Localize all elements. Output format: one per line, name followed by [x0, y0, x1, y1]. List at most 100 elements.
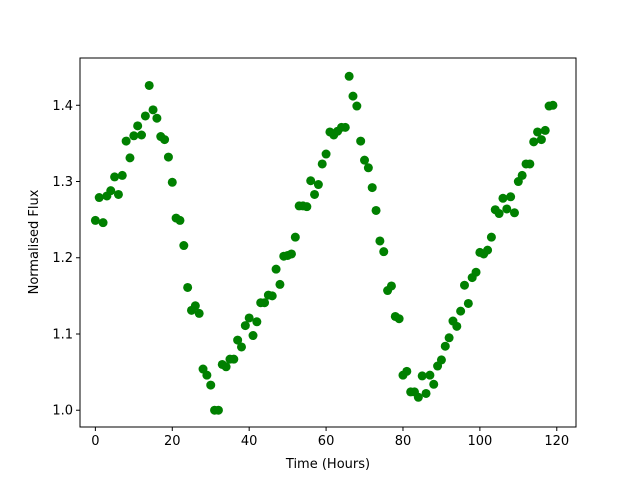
data-point [321, 149, 331, 159]
x-tick-label: 60 [318, 434, 335, 449]
data-point [429, 379, 439, 389]
data-point [529, 137, 539, 147]
data-point [444, 333, 454, 343]
x-tick-label: 120 [544, 434, 569, 449]
data-point [190, 301, 200, 311]
data-point [394, 314, 404, 324]
data-point [125, 153, 135, 163]
data-point [179, 241, 189, 251]
data-point [202, 370, 212, 380]
data-point [236, 342, 246, 352]
y-axis-ticks: 1.0 1.1 1.2 1.3 1.4 [52, 99, 80, 419]
data-point [206, 380, 216, 390]
x-axis-label: Time (Hours) [285, 457, 370, 472]
data-point [486, 232, 496, 242]
data-point [483, 245, 493, 255]
data-point [310, 189, 320, 199]
data-point [194, 308, 204, 318]
data-point [494, 209, 504, 219]
data-point [313, 180, 323, 190]
data-point [506, 192, 516, 202]
data-point [456, 306, 466, 316]
data-point [413, 392, 423, 402]
data-point [229, 354, 239, 364]
data-point [240, 321, 250, 331]
y-tick-label: 1.2 [52, 251, 73, 266]
data-point [502, 204, 512, 214]
data-point [248, 331, 258, 341]
data-point [452, 321, 462, 331]
data-point [152, 113, 162, 123]
data-point [271, 264, 281, 274]
data-point [317, 159, 327, 169]
data-point [352, 101, 362, 111]
data-point [98, 218, 108, 228]
data-point [371, 205, 381, 215]
data-point [340, 122, 350, 132]
plot-frame [79, 57, 577, 428]
x-tick-label: 80 [395, 434, 412, 449]
data-point [463, 298, 473, 308]
data-point [121, 136, 131, 146]
data-point [386, 281, 396, 291]
data-point [175, 215, 185, 225]
data-point [367, 183, 377, 193]
data-point [460, 280, 469, 290]
data-point [140, 111, 150, 121]
x-tick-label: 0 [91, 434, 99, 449]
data-point [548, 100, 558, 110]
data-point [421, 388, 431, 398]
y-axis-label: Normalised Flux [27, 189, 42, 294]
y-tick-label: 1.3 [52, 175, 73, 190]
data-point [90, 215, 100, 225]
y-tick-label: 1.1 [52, 327, 73, 342]
data-point [160, 135, 170, 145]
data-point [167, 177, 177, 187]
data-point [509, 208, 519, 218]
data-point [471, 267, 481, 277]
x-axis-ticks: 0 20 40 60 80 100 120 [91, 427, 569, 449]
data-point [363, 163, 373, 173]
data-point [137, 130, 147, 140]
data-point [163, 152, 173, 162]
x-tick-label: 40 [241, 434, 258, 449]
data-point [267, 291, 277, 301]
data-point [402, 366, 412, 376]
data-point [113, 189, 123, 199]
data-point [260, 298, 270, 308]
data-point [436, 355, 446, 365]
data-point [290, 232, 300, 242]
data-point [375, 236, 385, 246]
data-point [417, 371, 427, 381]
data-point [498, 193, 508, 203]
data-points [90, 71, 558, 415]
data-point [286, 249, 296, 259]
data-point [117, 170, 127, 180]
data-point [344, 71, 354, 81]
data-point [94, 193, 104, 203]
x-tick-label: 100 [467, 434, 492, 449]
data-point [540, 125, 550, 135]
data-point [517, 170, 527, 180]
data-point [302, 202, 312, 212]
data-point [183, 282, 193, 292]
x-tick-label: 20 [164, 434, 181, 449]
plot-area [80, 58, 576, 427]
data-point [106, 186, 116, 196]
data-point [425, 370, 435, 380]
y-tick-label: 1.4 [52, 99, 73, 114]
data-point [533, 127, 543, 137]
data-point [110, 172, 120, 182]
data-point [356, 136, 366, 146]
data-point [133, 121, 143, 131]
data-point [348, 91, 358, 101]
data-point [233, 335, 243, 345]
data-point [525, 159, 535, 169]
data-point [379, 247, 389, 257]
data-point [144, 80, 154, 90]
data-point [360, 155, 370, 165]
data-point [221, 362, 231, 372]
data-point [306, 176, 316, 186]
data-point [275, 279, 285, 289]
